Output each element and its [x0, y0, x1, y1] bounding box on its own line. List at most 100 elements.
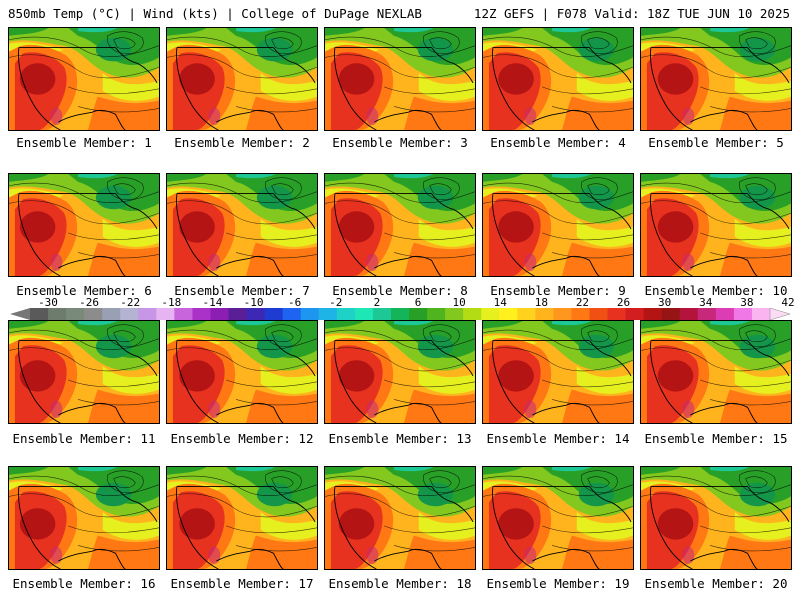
ensemble-map-panel — [166, 27, 318, 131]
ensemble-map-panel — [482, 320, 634, 424]
colorbar-tick-label: -6 — [288, 296, 302, 309]
colorbar-swatch — [282, 308, 302, 320]
colorbar-swatch — [318, 308, 338, 320]
colorbar-swatch — [336, 308, 356, 320]
colorbar-swatch — [48, 308, 67, 320]
colorbar-tick-label: 18 — [534, 296, 548, 309]
colorbar-scale — [10, 308, 790, 320]
colorbar-swatch — [589, 308, 609, 320]
colorbar-swatch — [120, 308, 139, 320]
ensemble-member-label: Ensemble Member: 17 — [170, 576, 314, 591]
colorbar-swatch — [715, 308, 735, 320]
ensemble-member-label: Ensemble Member: 9 — [490, 283, 626, 298]
colorbar-tick-label: -30 — [38, 296, 58, 309]
colorbar-tick-label: 42 — [781, 296, 795, 309]
colorbar-swatch — [697, 308, 717, 320]
colorbar-tick-label: -22 — [120, 296, 141, 309]
ensemble-map-panel — [8, 27, 160, 131]
colorbar-swatch — [733, 308, 753, 320]
colorbar-swatch — [445, 308, 464, 320]
colorbar-swatch — [643, 308, 663, 320]
colorbar-tick-label: -14 — [202, 296, 223, 309]
ensemble-map-panel — [166, 466, 318, 570]
colorbar-swatch — [156, 308, 175, 320]
colorbar-swatch — [499, 308, 518, 320]
colorbar-tick-labels: -30 -26 -22 -18 -14 -10 -6 -2 2 6 10 14 18 22 26 30 34 38… — [10, 296, 795, 309]
colorbar-swatch — [354, 308, 374, 320]
ensemble-member-label: Ensemble Member: 10 — [644, 283, 788, 298]
colorbar-swatch — [463, 308, 482, 320]
colorbar-swatch — [210, 308, 230, 320]
ensemble-member-label: Ensemble Member: 6 — [16, 283, 152, 298]
ensemble-member-label: Ensemble Member: 7 — [174, 283, 310, 298]
ensemble-map-panel — [640, 27, 792, 131]
ensemble-map-panel — [640, 173, 792, 277]
colorbar-swatch — [625, 308, 645, 320]
colorbar-tick-label: -2 — [329, 296, 343, 309]
colorbar-swatch — [246, 308, 266, 320]
ensemble-member-label: Ensemble Member: 14 — [486, 431, 630, 446]
ensemble-member-label: Ensemble Member: 20 — [644, 576, 788, 591]
colorbar-swatch — [427, 308, 446, 320]
colorbar-swatch — [607, 308, 627, 320]
colorbar-left-arrow — [10, 308, 30, 320]
ensemble-map-panel — [8, 320, 160, 424]
ensemble-member-label: Ensemble Member: 8 — [332, 283, 468, 298]
ensemble-map-panel — [640, 320, 792, 424]
colorbar-swatch — [264, 308, 284, 320]
ensemble-map-panel — [8, 466, 160, 570]
colorbar-swatch — [192, 308, 211, 320]
colorbar-tick-label: -18 — [161, 296, 182, 309]
ensemble-map-panel — [324, 173, 476, 277]
colorbar-swatch — [553, 308, 572, 320]
colorbar-tick-label: 38 — [740, 296, 754, 309]
colorbar-swatch — [390, 308, 410, 320]
ensemble-member-label: Ensemble Member: 13 — [328, 431, 472, 446]
chart-header-right: 12Z GEFS | F078 Valid: 18Z TUE JUN 10 20… — [473, 6, 790, 21]
ensemble-map-panel — [166, 173, 318, 277]
colorbar-tick-label: -26 — [79, 296, 100, 309]
ensemble-map-panel — [324, 27, 476, 131]
ensemble-map-panel — [8, 173, 160, 277]
colorbar-tick-label: 30 — [658, 296, 672, 309]
ensemble-member-label: Ensemble Member: 12 — [170, 431, 314, 446]
colorbar-tick-label: 34 — [699, 296, 713, 309]
ensemble-member-label: Ensemble Member: 15 — [644, 431, 788, 446]
ensemble-map-panel — [482, 27, 634, 131]
colorbar-swatch — [372, 308, 392, 320]
ensemble-map-panel — [324, 466, 476, 570]
colorbar-swatch — [409, 308, 428, 320]
ensemble-member-label: Ensemble Member: 3 — [332, 135, 468, 150]
ensemble-member-label: Ensemble Member: 1 — [16, 135, 152, 150]
ensemble-map-panel — [482, 466, 634, 570]
colorbar-swatch — [30, 308, 49, 320]
colorbar-tick-label: -10 — [243, 296, 264, 309]
colorbar-swatch — [481, 308, 500, 320]
colorbar-swatch — [228, 308, 248, 320]
colorbar-swatch — [751, 308, 771, 320]
ensemble-map-panel — [482, 173, 634, 277]
colorbar-tick-label: 26 — [616, 296, 631, 309]
colorbar-swatch — [535, 308, 554, 320]
ensemble-member-label: Ensemble Member: 11 — [12, 431, 156, 446]
chart-header-left: 850mb Temp (°C) | Wind (kts) | College o… — [8, 6, 422, 21]
ensemble-member-label: Ensemble Member: 5 — [648, 135, 784, 150]
colorbar-swatch — [517, 308, 536, 320]
colorbar-swatch — [102, 308, 121, 320]
colorbar-swatch — [679, 308, 699, 320]
ensemble-map-panel — [166, 320, 318, 424]
temperature-colorbar: -30 -26 -22 -18 -14 -10 -6 -2 2 6 10 14 18 22 26 30 34 38… — [10, 296, 795, 320]
colorbar-swatch — [571, 308, 591, 320]
ensemble-map-panel — [324, 320, 476, 424]
ensemble-map-panel — [640, 466, 792, 570]
colorbar-swatch — [138, 308, 157, 320]
colorbar-tick-label: 6 — [414, 296, 422, 309]
colorbar-swatch — [84, 308, 103, 320]
ensemble-member-label: Ensemble Member: 4 — [490, 135, 626, 150]
colorbar-tick-label: 10 — [452, 296, 466, 309]
colorbar-tick-label: 14 — [493, 296, 507, 309]
colorbar-swatch — [661, 308, 681, 320]
colorbar-swatch — [66, 308, 85, 320]
colorbar-tick-label: 2 — [373, 296, 381, 309]
colorbar-right-arrow — [769, 308, 790, 320]
